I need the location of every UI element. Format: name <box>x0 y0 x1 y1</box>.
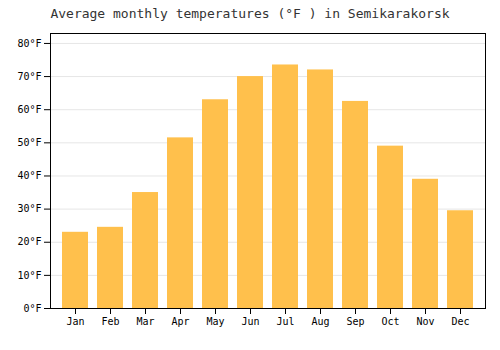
svg-text:Feb: Feb <box>101 316 119 327</box>
svg-text:80°F: 80°F <box>17 38 41 49</box>
svg-text:Mar: Mar <box>136 316 154 327</box>
svg-text:Jun: Jun <box>241 316 259 327</box>
svg-text:60°F: 60°F <box>17 104 41 115</box>
svg-text:30°F: 30°F <box>17 203 41 214</box>
svg-text:Jan: Jan <box>66 316 84 327</box>
svg-text:Sep: Sep <box>346 316 364 327</box>
svg-text:20°F: 20°F <box>17 236 41 247</box>
svg-text:Aug: Aug <box>311 316 329 327</box>
svg-text:Apr: Apr <box>171 316 189 327</box>
svg-text:Nov: Nov <box>416 316 434 327</box>
svg-text:Dec: Dec <box>451 316 469 327</box>
svg-text:10°F: 10°F <box>17 270 41 281</box>
svg-text:0°F: 0°F <box>23 303 41 314</box>
html-text:Average monthly temperatures (: Average monthly temperatures (°F ) in Se… <box>50 6 450 21</box>
svg-text:May: May <box>206 316 224 327</box>
svg-text:40°F: 40°F <box>17 170 41 181</box>
svg-text:Jul: Jul <box>276 316 294 327</box>
svg-text:70°F: 70°F <box>17 71 41 82</box>
svg-text:50°F: 50°F <box>17 137 41 148</box>
svg-text:Oct: Oct <box>381 316 399 327</box>
